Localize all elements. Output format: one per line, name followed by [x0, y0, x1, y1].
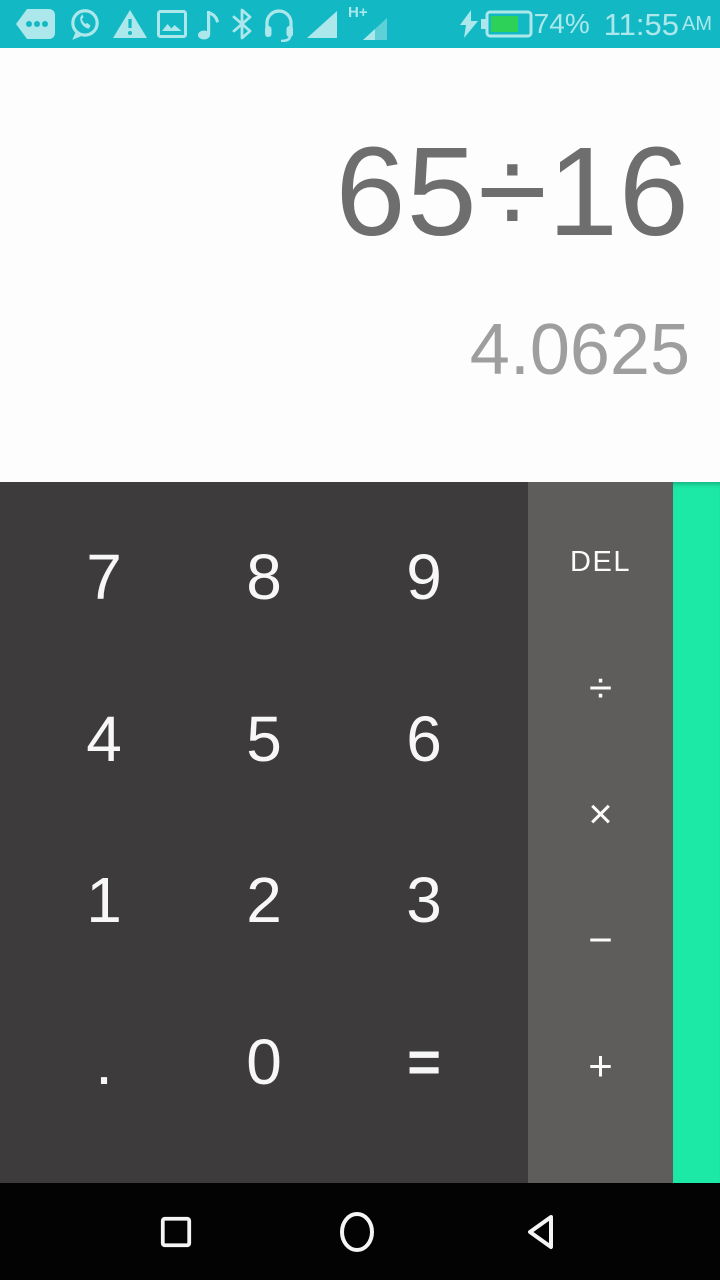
advanced-pad-handle[interactable]	[673, 482, 720, 1183]
subtract-button[interactable]: −	[528, 877, 673, 1003]
charging-bolt-icon	[458, 9, 480, 39]
whatsapp-icon	[67, 6, 103, 42]
key-3[interactable]: 3	[344, 820, 504, 982]
digit-pad: 7 8 9 4 5 6 1 2 3 . 0 =	[0, 482, 528, 1183]
bluetooth-icon	[231, 7, 253, 41]
battery-icon	[480, 9, 534, 39]
headset-icon	[262, 6, 296, 42]
signal-hplus-icon: H+	[348, 5, 388, 43]
warning-icon	[112, 8, 148, 40]
result-text: 4.0625	[469, 310, 690, 391]
divide-button[interactable]: ÷	[528, 625, 673, 751]
recents-square-icon[interactable]	[159, 1215, 193, 1249]
key-6[interactable]: 6	[344, 658, 504, 820]
battery-percent: 74%	[533, 8, 590, 39]
key-5[interactable]: 5	[184, 658, 344, 820]
network-type-label: H+	[348, 4, 368, 21]
calculator-display: 65÷16 4.0625	[0, 48, 720, 482]
key-8[interactable]: 8	[184, 496, 344, 658]
key-2[interactable]: 2	[184, 820, 344, 982]
status-bar: H+ 74% 11:55 AM	[0, 0, 720, 48]
music-note-icon	[196, 7, 222, 41]
home-circle-icon[interactable]	[338, 1210, 376, 1254]
status-right: 74% 11:55 AM	[458, 9, 712, 40]
expression-text: 65÷16	[335, 121, 690, 262]
chat-dots-icon	[14, 6, 58, 42]
multiply-button[interactable]: ×	[528, 751, 673, 877]
key-9[interactable]: 9	[344, 496, 504, 658]
delete-button[interactable]: DEL	[528, 499, 673, 625]
android-nav-bar	[0, 1183, 720, 1280]
notification-icons: H+	[14, 5, 388, 43]
key-decimal[interactable]: .	[24, 981, 184, 1143]
add-button[interactable]: +	[528, 1003, 673, 1129]
key-0[interactable]: 0	[184, 981, 344, 1143]
gallery-icon	[157, 10, 187, 38]
signal-full-icon	[305, 8, 339, 40]
key-4[interactable]: 4	[24, 658, 184, 820]
clock-time: 11:55	[603, 6, 679, 42]
key-equals[interactable]: =	[344, 981, 504, 1143]
operator-rail: DEL ÷ × − +	[528, 482, 673, 1183]
key-1[interactable]: 1	[24, 820, 184, 982]
clock-ampm: AM	[682, 13, 712, 35]
back-triangle-icon[interactable]	[521, 1211, 561, 1253]
keypad: 7 8 9 4 5 6 1 2 3 . 0 = DEL ÷ × − +	[0, 482, 720, 1183]
key-7[interactable]: 7	[24, 496, 184, 658]
